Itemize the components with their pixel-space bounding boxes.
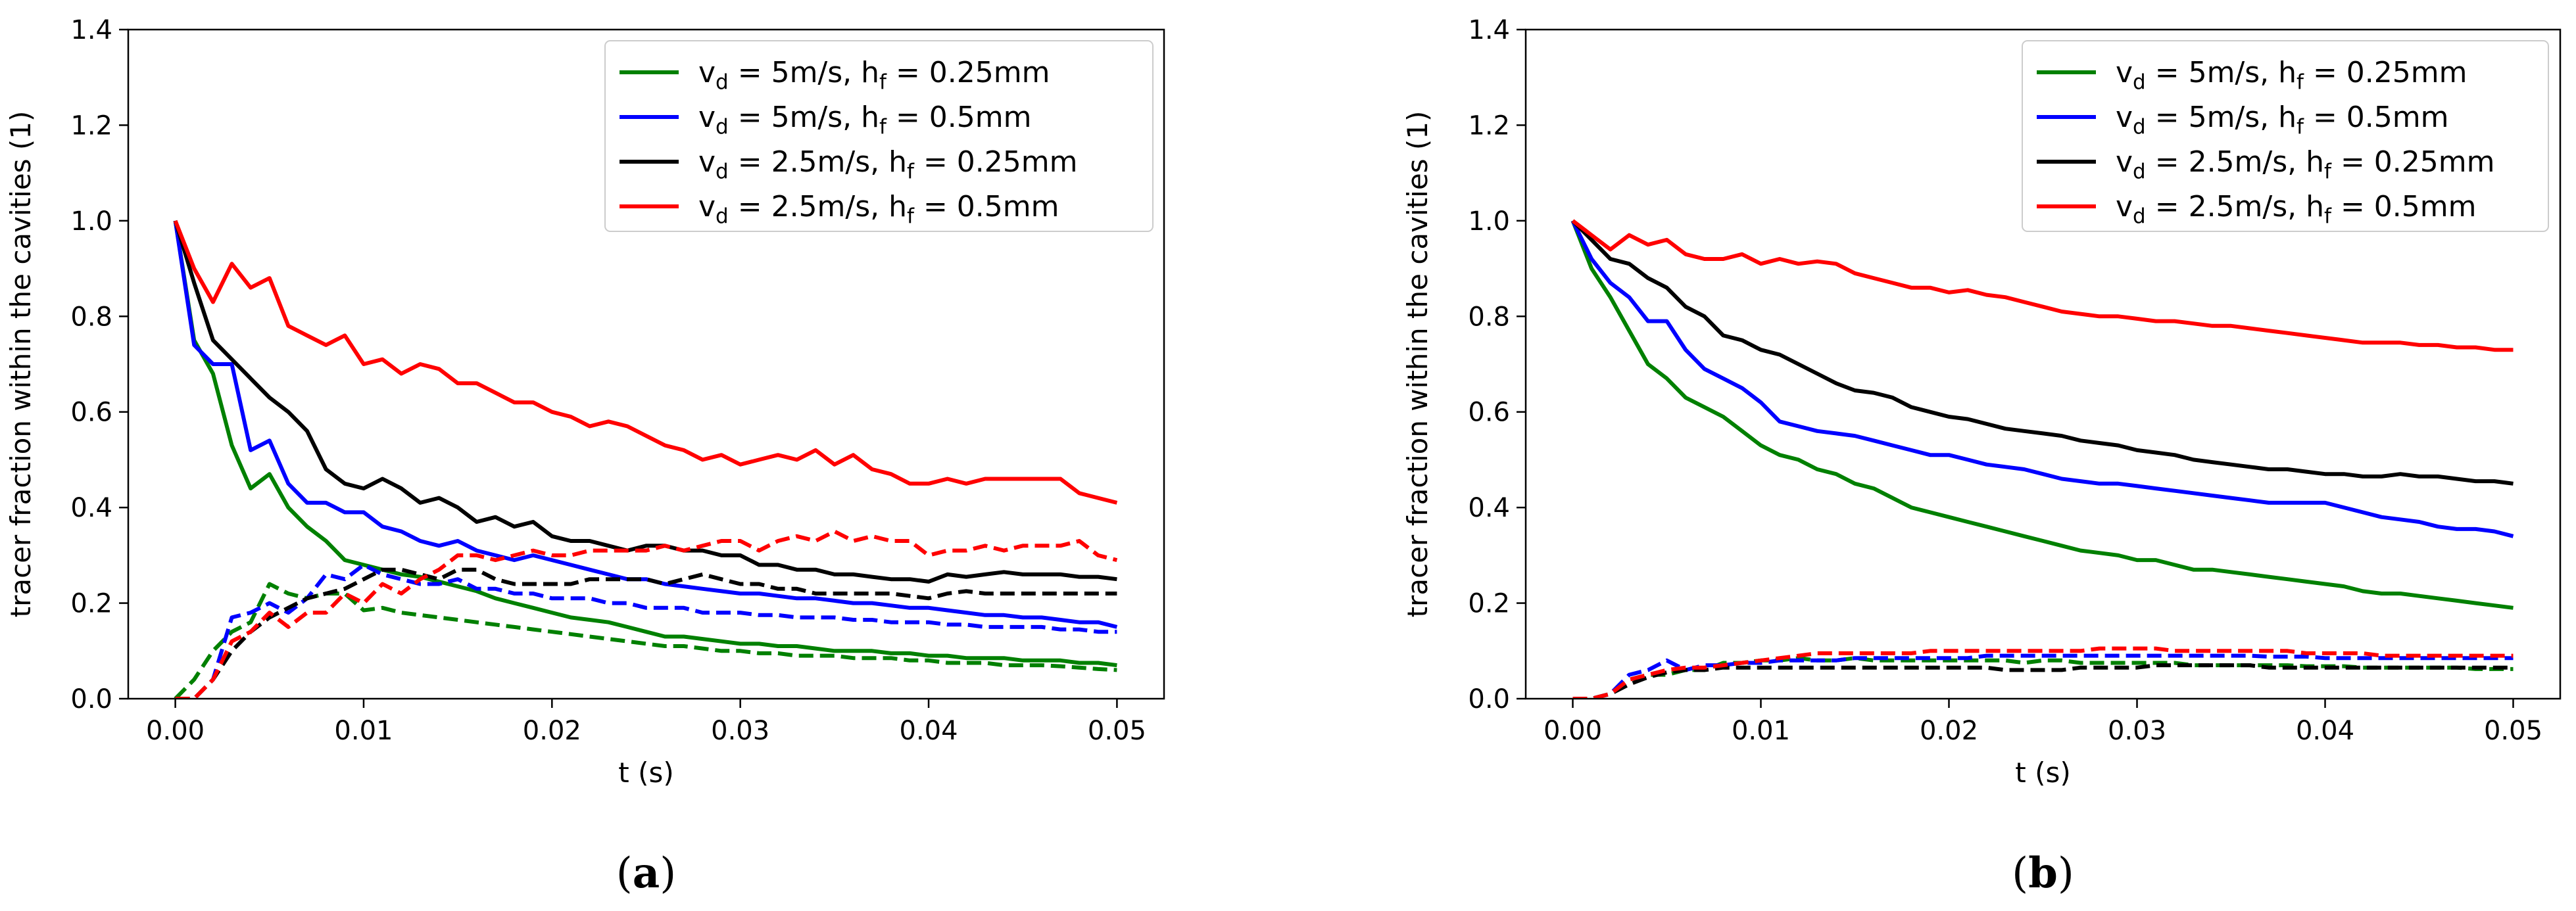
- y-tick-label: 0.6: [70, 398, 112, 428]
- x-tick-label: 0.02: [523, 716, 581, 746]
- legend-label: vd = 2.5m/s, hf = 0.25mm: [2116, 145, 2494, 183]
- x-tick-label: 0.00: [1543, 716, 1602, 746]
- legend-label: vd = 5m/s, hf = 0.5mm: [698, 101, 1032, 139]
- x-tick-label: 0.02: [1920, 716, 1978, 746]
- y-tick-label: 1.4: [1468, 15, 1510, 45]
- series-line-red-solid: [173, 220, 1118, 505]
- axes-frame: [1524, 28, 2562, 700]
- legend-label: vd = 2.5m/s, hf = 0.5mm: [2116, 190, 2477, 228]
- series-line-black-solid: [1571, 219, 2514, 486]
- x-tick-label: 0.05: [2484, 716, 2542, 746]
- y-axis-label: tracer fraction within the cavities (1): [5, 111, 37, 618]
- legend: vd = 5m/s, hf = 0.25mm vd = 5m/s, hf = 0.…: [2022, 40, 2549, 232]
- series-line-black-dashed: [1572, 663, 2514, 699]
- y-tick-label: 0.2: [1468, 589, 1510, 619]
- series-line-green-dashed: [174, 582, 1117, 699]
- series-line-blue-dashed: [175, 563, 1117, 699]
- legend-box: [604, 40, 1154, 232]
- x-tick-label: 0.04: [900, 716, 958, 746]
- legend-entry: vd = 5m/s, hf = 0.5mm: [2037, 101, 2449, 139]
- legend-label: vd = 5m/s, hf = 0.25mm: [2116, 56, 2467, 94]
- y-tick-label: 1.4: [70, 15, 112, 45]
- y-axis-label: tracer fraction within the cavities (1): [1401, 111, 1434, 618]
- legend-label: vd = 2.5m/s, hf = 0.5mm: [698, 190, 1059, 228]
- series-line-blue-dashed: [1572, 653, 2514, 699]
- panel-label: (a): [616, 849, 676, 898]
- y-tick-label: 0.0: [1468, 684, 1510, 714]
- x-axis-label: t (s): [618, 757, 673, 789]
- y-tick-label: 0.0: [70, 684, 112, 714]
- legend: vd = 5m/s, hf = 0.25mm vd = 5m/s, hf = 0.…: [604, 40, 1154, 232]
- legend-label: vd = 2.5m/s, hf = 0.25mm: [698, 145, 1077, 183]
- y-tick-label: 1.0: [1468, 206, 1510, 237]
- chart-panel-a: 0.00 0.01 0.02 0.03 0.04 0.05 0.0 0.2 0.4 0.6 0.8 1…: [5, 15, 1165, 898]
- series-line-blue-solid: [173, 220, 1118, 629]
- series-line-green-solid: [1570, 220, 2514, 610]
- y-tick-label: 1.2: [1468, 110, 1510, 141]
- chart-panel-b: 0.00 0.01 0.02 0.03 0.04 0.05 0.0 0.2 0.4 0.6 0.8 1…: [1401, 15, 2562, 898]
- legend-label: vd = 5m/s, hf = 0.25mm: [698, 56, 1050, 94]
- y-tick-label: 0.6: [1468, 398, 1510, 428]
- x-tick-label: 0.01: [1732, 716, 1790, 746]
- legend-entry: vd = 2.5m/s, hf = 0.25mm: [620, 145, 1077, 183]
- y-tick-label: 1.0: [70, 206, 112, 237]
- y-tick-label: 1.2: [70, 110, 112, 141]
- x-tick-label: 0.05: [1088, 716, 1146, 746]
- series-line-red-solid: [1571, 219, 2514, 352]
- y-tick-label: 0.2: [70, 589, 112, 619]
- x-tick-label: 0.03: [2108, 716, 2166, 746]
- legend-entry: vd = 2.5m/s, hf = 0.25mm: [2037, 145, 2494, 183]
- series-line-red-dashed: [1572, 646, 2514, 699]
- series-group: [173, 220, 1118, 699]
- series-line-green-solid: [173, 220, 1117, 668]
- legend-entry: vd = 2.5m/s, hf = 0.5mm: [2037, 190, 2477, 228]
- series-group: [1570, 219, 2514, 699]
- legend-entry: vd = 2.5m/s, hf = 0.5mm: [620, 190, 1059, 228]
- legend-entry: vd = 5m/s, hf = 0.25mm: [620, 56, 1050, 94]
- series-line-black-solid: [173, 220, 1117, 584]
- series-line-black-dashed: [175, 567, 1117, 699]
- x-tick-label: 0.03: [711, 716, 769, 746]
- y-tick-label: 0.8: [70, 302, 112, 332]
- legend-entry: vd = 5m/s, hf = 0.5mm: [620, 101, 1032, 139]
- x-axis-label: t (s): [2015, 757, 2070, 789]
- legend-label: vd = 5m/s, hf = 0.5mm: [2116, 101, 2449, 139]
- legend-box: [2022, 40, 2549, 232]
- series-line-red-dashed: [175, 529, 1118, 699]
- y-tick-label: 0.8: [1468, 302, 1510, 332]
- y-tick-label: 0.4: [70, 493, 112, 523]
- y-tick-label: 0.4: [1468, 493, 1510, 523]
- axes-frame: [127, 28, 1165, 700]
- x-tick-label: 0.00: [146, 716, 205, 746]
- legend-entry: vd = 5m/s, hf = 0.25mm: [2037, 56, 2467, 94]
- panel-label: (b): [2012, 849, 2074, 898]
- series-line-blue-solid: [1570, 220, 2514, 538]
- x-tick-label: 0.01: [334, 716, 393, 746]
- x-tick-label: 0.04: [2296, 716, 2354, 746]
